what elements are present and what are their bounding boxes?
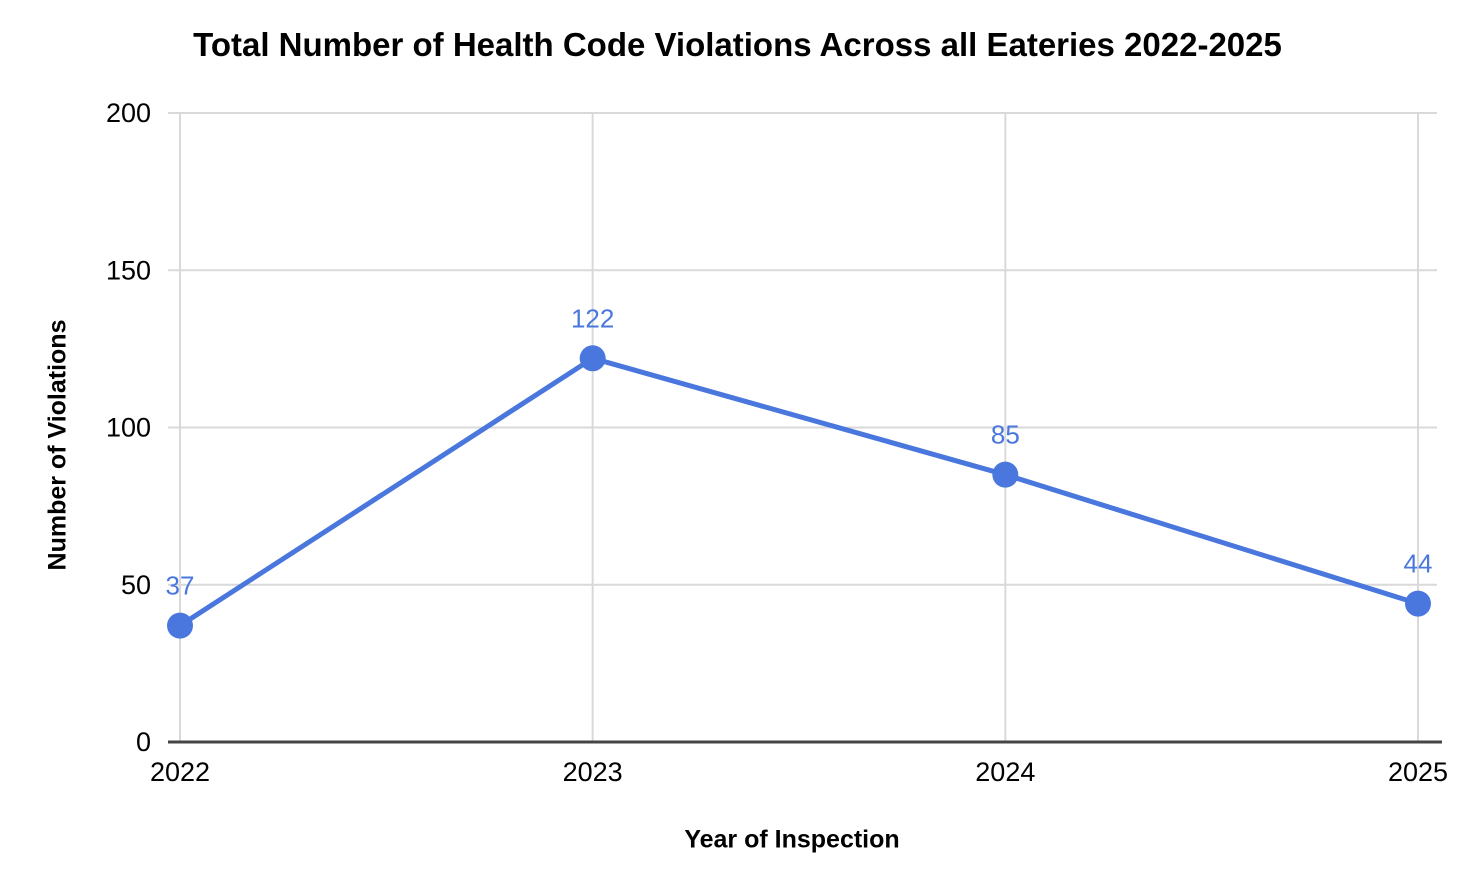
data-label: 85 [991, 420, 1020, 450]
data-label: 37 [166, 571, 195, 601]
series-line [177, 355, 1421, 629]
data-point [579, 345, 606, 372]
data-label: 122 [571, 303, 614, 333]
data-label: 44 [1404, 549, 1433, 579]
data-point [992, 461, 1019, 488]
x-axis-title: Year of Inspection [684, 825, 900, 854]
y-tick-label: 50 [121, 570, 151, 600]
x-tick-label: 2025 [1388, 757, 1448, 787]
data-point [167, 612, 193, 639]
x-tick-label: 2022 [150, 757, 210, 787]
y-tick-label: 100 [106, 413, 151, 443]
chart-title: Total Number of Health Code Violations A… [193, 26, 1282, 63]
y-tick-label: 0 [136, 727, 151, 757]
x-tick-label: 2023 [563, 757, 623, 787]
y-tick-label: 200 [106, 98, 151, 128]
data-point [1405, 590, 1431, 617]
y-tick-label: 150 [106, 255, 151, 285]
x-tick-label: 2024 [975, 757, 1035, 787]
